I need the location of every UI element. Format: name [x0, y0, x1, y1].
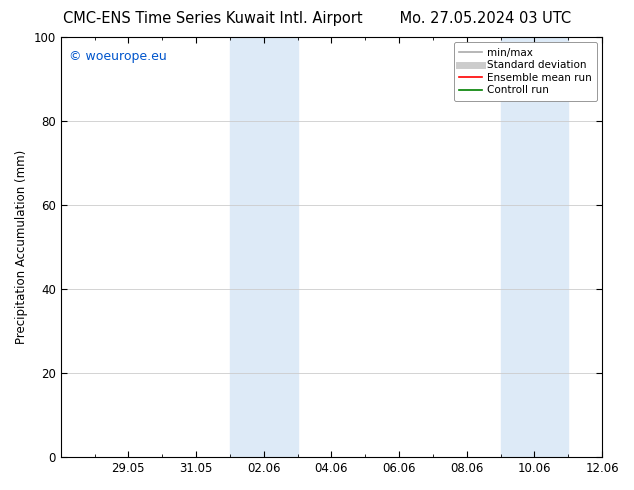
Bar: [230, 37, 297, 457]
Y-axis label: Precipitation Accumulation (mm): Precipitation Accumulation (mm): [15, 150, 28, 344]
Legend: min/max, Standard deviation, Ensemble mean run, Controll run: min/max, Standard deviation, Ensemble me…: [454, 42, 597, 100]
Bar: [501, 37, 568, 457]
Text: CMC-ENS Time Series Kuwait Intl. Airport        Mo. 27.05.2024 03 UTC: CMC-ENS Time Series Kuwait Intl. Airport…: [63, 11, 571, 26]
Text: © woeurope.eu: © woeurope.eu: [69, 50, 167, 63]
